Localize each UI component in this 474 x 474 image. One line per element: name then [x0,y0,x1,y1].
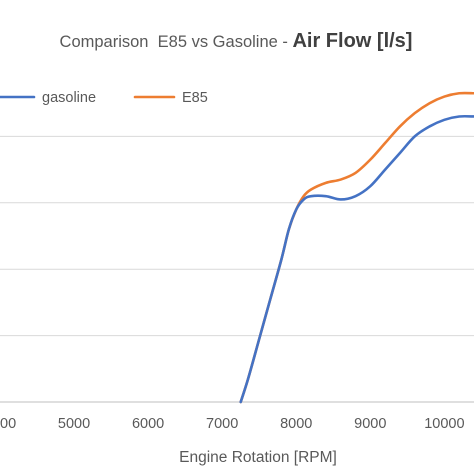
series-line-e85 [239,91,474,404]
chart-title-main: Air Flow [l/s] [292,30,412,52]
x-tick-label: 4000 [0,416,16,432]
x-tick-label: 9000 [354,416,386,432]
x-tick-label: 6000 [132,416,164,432]
legend-label-e85: E85 [182,90,208,106]
gridlines [0,135,474,403]
x-tick-label: 8000 [280,416,312,432]
chart-title: Comparison E85 vs Gasoline - Air Flow [l… [60,30,413,52]
x-tick-label: 5000 [58,416,90,432]
x-tick-labels: 4000 5000 6000 7000 8000 9000 10000 [0,416,465,432]
chart-title-prefix: Comparison E85 vs Gasoline - [60,33,293,51]
x-tick-label: 7000 [206,416,238,432]
legend-label-gasoline: gasoline [42,90,96,106]
series-line-gasoline [239,114,474,404]
legend: gasoline E85 [0,90,208,106]
x-axis-label: Engine Rotation [RPM] [179,449,337,466]
x-tick-label: 10000 [424,416,464,432]
series-lines [239,91,474,404]
